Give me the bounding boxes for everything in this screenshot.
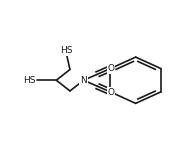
Text: N: N [80,76,87,85]
Text: O: O [107,64,115,73]
Text: HS: HS [23,76,36,85]
Text: HS: HS [60,46,73,55]
Text: O: O [107,88,115,97]
